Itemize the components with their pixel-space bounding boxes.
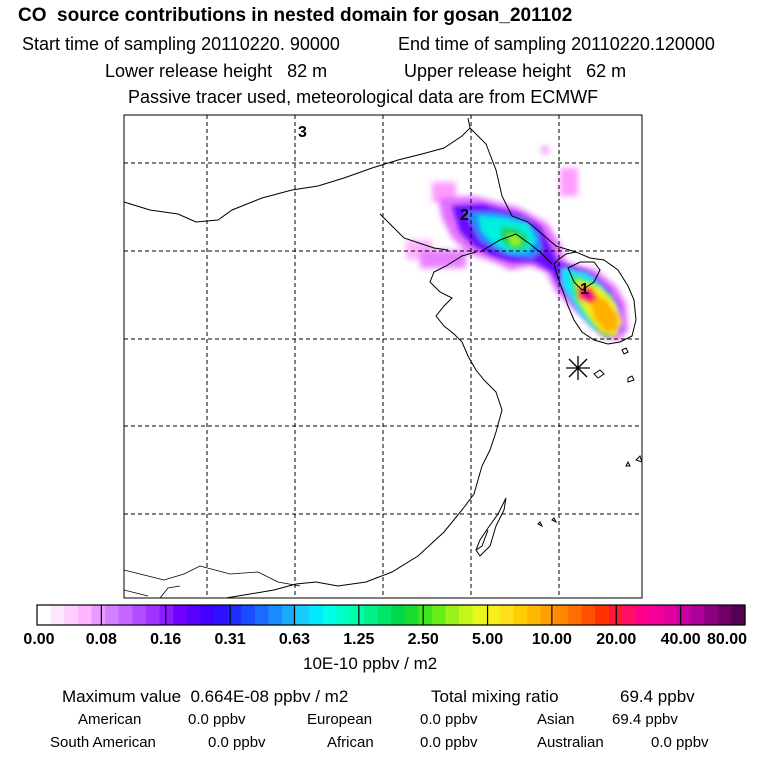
colorbar-cell — [527, 605, 542, 625]
colorbar-cell — [513, 605, 528, 625]
colorbar-cell — [404, 605, 419, 625]
map-panel: 3 2 1 — [123, 114, 643, 599]
colorbar-tick-label: 0.63 — [279, 631, 310, 648]
colorbar-cell — [717, 605, 732, 625]
asterisk-icon — [566, 356, 590, 380]
colorbar-cell — [568, 605, 583, 625]
colorbar-cell — [241, 605, 256, 625]
colorbar-cell — [704, 605, 719, 625]
region-label-2: 2 — [460, 207, 469, 224]
colorbar-cell — [50, 605, 65, 625]
colorbar-tick-label: 10.00 — [532, 631, 572, 648]
colorbar-cell — [431, 605, 447, 625]
colorbar-cell — [336, 605, 351, 625]
colorbar-tick-label: 0.16 — [150, 631, 181, 648]
region-name-australian: Australian — [537, 734, 604, 751]
region-value-african: 0.0 ppbv — [420, 734, 478, 751]
region-label-3: 3 — [298, 124, 307, 141]
region-value-american: 0.0 ppbv — [188, 711, 246, 728]
colorbar-tick-label: 80.00 — [707, 631, 747, 648]
colorbar-tick-label: 0.08 — [86, 631, 117, 648]
colorbar-cell — [350, 605, 365, 625]
colorbar-cell — [554, 605, 569, 625]
colorbar-cell — [622, 605, 637, 625]
colorbar-cell — [472, 605, 487, 625]
colorbar-cell — [200, 605, 215, 625]
colorbar-cell — [663, 605, 678, 625]
colorbar-tick-label: 40.00 — [661, 631, 701, 648]
colorbar-cell — [159, 605, 174, 625]
region-name-african: African — [327, 734, 374, 751]
colorbar-cell — [418, 605, 433, 625]
colorbar-cell — [64, 605, 79, 625]
colorbar-tick-label: 0.00 — [23, 631, 54, 648]
region-name-asian: Asian — [537, 711, 575, 728]
colorbar-cell — [118, 605, 133, 625]
colorbar-cell — [363, 605, 378, 625]
colorbar-cell — [391, 605, 406, 625]
total-mixing-ratio-label: Total mixing ratio — [431, 687, 559, 706]
map-frame — [123, 114, 643, 599]
maximum-value-label: Maximum value 0.664E-08 ppbv / m2 — [62, 687, 349, 706]
colorbar-cell — [731, 605, 746, 625]
colorbar-cell — [91, 605, 106, 625]
region-name-south-american: South American — [50, 734, 156, 751]
colorbar-cell — [676, 605, 692, 625]
region-name-european: European — [307, 711, 373, 728]
colorbar-cell — [105, 605, 120, 625]
region-value-asian: 69.4 ppbv — [612, 711, 678, 728]
colorbar-cell — [581, 605, 596, 625]
colorbar-cell — [322, 605, 338, 625]
colorbar-cell — [499, 605, 515, 625]
colorbar-cell — [295, 605, 310, 625]
colorbar-tick-label: 20.00 — [596, 631, 636, 648]
colorbar-cell — [132, 605, 147, 625]
colorbar-cell — [636, 605, 651, 625]
colorbar-cell — [309, 605, 324, 625]
colorbar-cell — [540, 605, 555, 625]
colorbar-cell — [214, 605, 229, 625]
colorbar-tick-label: 5.00 — [472, 631, 503, 648]
region-value-european: 0.0 ppbv — [420, 711, 478, 728]
colorbar-cell — [486, 605, 501, 625]
total-mixing-ratio-value: 69.4 ppbv — [620, 687, 695, 706]
colorbar-cell — [690, 605, 705, 625]
colorbar-cell — [77, 605, 93, 625]
concentration-plume — [406, 146, 628, 340]
colorbar-tick-label: 1.25 — [343, 631, 374, 648]
colorbar-cell — [445, 605, 460, 625]
colorbar-cell — [37, 605, 52, 625]
colorbar-cell — [254, 605, 270, 625]
colorbar-tick-label: 0.31 — [215, 631, 246, 648]
lower-release-height-label: Lower release height 82 m — [105, 61, 328, 81]
borders — [124, 565, 301, 598]
colorbar-cell — [595, 605, 610, 625]
region-name-american: American — [78, 711, 142, 728]
tracer-note: Passive tracer used, meteorological data… — [128, 87, 599, 107]
region-value-australian: 0.0 ppbv — [651, 734, 709, 751]
colorbar-cell — [377, 605, 392, 625]
coastlines — [124, 117, 642, 598]
region-label-1: 1 — [580, 281, 589, 298]
map-gridlines — [124, 115, 642, 598]
colorbar-cell — [282, 605, 297, 625]
figure-title: CO source contributions in nested domain… — [18, 5, 573, 26]
colorbar-cell — [227, 605, 242, 625]
region-value-south-american: 0.0 ppbv — [208, 734, 266, 751]
end-time-label: End time of sampling 20110220.120000 — [398, 34, 715, 54]
colorbar-cell — [649, 605, 664, 625]
colorbar-cell — [186, 605, 201, 625]
colorbar-cell — [173, 605, 188, 625]
colorbar-unit-label: 10E-10 ppbv / m2 — [303, 654, 438, 673]
upper-release-height-label: Upper release height 62 m — [404, 61, 627, 81]
colorbar-tick-label: 2.50 — [408, 631, 439, 648]
colorbar-cell — [268, 605, 283, 625]
start-time-label: Start time of sampling 20110220. 90000 — [22, 34, 340, 54]
colorbar-cell — [459, 605, 474, 625]
colorbar-cell — [145, 605, 161, 625]
